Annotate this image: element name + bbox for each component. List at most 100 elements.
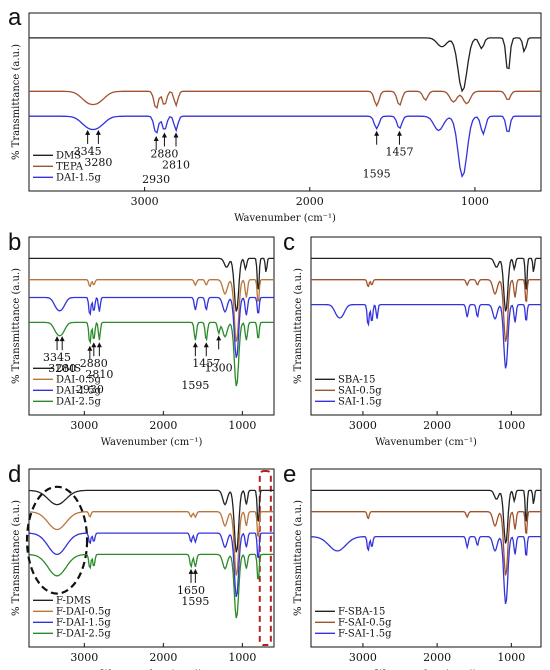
- annotation-arrowhead: [173, 132, 179, 138]
- x-tick-label: 1000: [497, 419, 525, 432]
- annotation-label: 3280: [48, 362, 76, 375]
- series-line-SAI-0.5g: [311, 279, 541, 342]
- legend-label: SAI-1.5g: [338, 396, 382, 407]
- legend-label: SBA-15: [338, 374, 376, 385]
- x-tick-label: 2000: [149, 651, 177, 664]
- annotation-label: 2880: [150, 147, 178, 160]
- annotation-label: 2880: [80, 357, 108, 370]
- annotation-label: 2930: [142, 173, 170, 186]
- x-axis-label: Wavenumber (cm⁻¹): [375, 437, 477, 448]
- plot-frame: [28, 12, 542, 192]
- annotation-arrowhead: [54, 336, 60, 342]
- annotation-arrowhead: [87, 345, 93, 351]
- annotation-label: 1650: [177, 584, 205, 597]
- annotation-label: 1300: [205, 361, 233, 374]
- plot-frame: [310, 468, 542, 648]
- series-line-F-DAI-0.5g: [28, 511, 274, 576]
- x-tick-label: 3000: [70, 651, 98, 664]
- panel-label-b: b: [8, 229, 21, 256]
- annotation-arrowhead: [188, 568, 194, 574]
- annotation-arrowhead: [161, 132, 167, 138]
- annotation-label: 3280: [84, 156, 112, 169]
- x-tick-label: 1000: [228, 651, 256, 664]
- series-line-DAI-1.5g: [29, 296, 274, 358]
- x-tick-label: 2000: [423, 651, 451, 664]
- series-line-DAI-1.5g: [29, 115, 541, 179]
- series-line-DAI-0.5g: [29, 279, 274, 342]
- series-line-SBA-15: [311, 257, 541, 312]
- annotation-label: 3345: [43, 351, 71, 364]
- series-line-DAI-2.5g: [29, 321, 274, 387]
- x-axis-label: Wavenumber (cm⁻¹): [101, 437, 203, 448]
- annotation-arrowhead: [396, 130, 402, 136]
- legend-label: F-SBA-15: [338, 606, 385, 617]
- series-line-TEPA: [29, 90, 541, 109]
- y-axis-label: % Transmittance (a.u.): [11, 44, 22, 160]
- y-axis-label: % Transmittance (a.u.): [293, 268, 304, 384]
- annotation-arrowhead: [85, 129, 91, 135]
- highlight-rect: [258, 470, 272, 646]
- annotation-arrowhead: [59, 336, 65, 342]
- legend-label: DMS: [56, 150, 81, 161]
- x-tick-label: 3000: [349, 419, 377, 432]
- x-tick-label: 2000: [423, 419, 451, 432]
- series-line-DMS: [29, 37, 541, 93]
- legend-label: DAI-0.5g: [56, 374, 101, 385]
- legend-label: SAI-0.5g: [338, 385, 382, 396]
- annotation-label: 1595: [181, 379, 209, 392]
- annotation-label: 2810: [162, 158, 190, 171]
- legend-label: F-SAI-1.5g: [338, 628, 392, 639]
- legend-label: F-DAI-2.5g: [56, 628, 111, 639]
- annotation-arrowhead: [203, 342, 209, 348]
- x-tick-label: 1000: [228, 419, 256, 432]
- annotation-arrowhead: [192, 568, 198, 574]
- legend-label: DAI-1.5g: [56, 385, 101, 396]
- annotation-arrowhead: [216, 335, 222, 341]
- annotation-label: 1457: [385, 146, 413, 159]
- series-line-F-SAI-0.5g: [311, 511, 541, 576]
- annotation-label: 1457: [192, 357, 220, 370]
- panel-c: 3000 2000 1000 Wavenumber (cm⁻¹) % Transmitt…: [293, 236, 542, 448]
- plot-frame: [310, 236, 542, 416]
- y-axis-label: % Transmittance (a.u.): [11, 500, 22, 616]
- annotation-arrowhead: [153, 136, 159, 142]
- legend-label: DAI-2.5g: [56, 396, 101, 407]
- series-line-F-DAI-1.5g: [28, 532, 274, 597]
- y-axis-label: % Transmittance (a.u.): [293, 500, 304, 616]
- panel-label-d: d: [8, 461, 21, 488]
- annotation-arrowhead: [374, 130, 380, 136]
- y-axis-label: % Transmittance (a.u.): [11, 268, 22, 384]
- plot-frame: [28, 236, 275, 416]
- annotation-arrowhead: [95, 129, 101, 135]
- x-tick-label: 3000: [70, 419, 98, 432]
- annotation-arrowhead: [192, 342, 198, 348]
- annotation-label: 1595: [181, 595, 209, 608]
- legend-label: DMS: [56, 363, 81, 374]
- legend-label: F-DAI-1.5g: [56, 617, 111, 628]
- x-tick-label: 3000: [349, 651, 377, 664]
- annotation-label: 3345: [74, 145, 102, 158]
- annotation-label: 2930: [76, 383, 104, 396]
- x-tick-label: 3000: [131, 195, 159, 208]
- annotation-label: 1595: [363, 168, 391, 181]
- legend-label: F-DAI-0.5g: [56, 606, 111, 617]
- x-tick-label: 1000: [497, 651, 525, 664]
- x-tick-label: 1000: [461, 195, 489, 208]
- series-line-F-DMS: [29, 489, 274, 553]
- panel-a: 3000 2000 1000 Wavenumber (cm⁻¹) % Transmitt…: [11, 12, 542, 224]
- highlight-ellipse: [25, 485, 89, 595]
- annotation-label: 2810: [85, 368, 113, 381]
- panel-label-e: e: [283, 461, 296, 488]
- series-line-F-SAI-1.5g: [310, 535, 541, 605]
- legend-label: F-SAI-0.5g: [338, 617, 392, 628]
- legend-label: F-DMS: [56, 595, 91, 606]
- panel-b: 3000 2000 1000 Wavenumber (cm⁻¹) % Transmitt…: [11, 236, 275, 448]
- series-line-F-SBA-15: [311, 489, 541, 544]
- panel-label-a: a: [8, 4, 22, 31]
- x-tick-label: 2000: [296, 195, 324, 208]
- legend-label: TEPA: [56, 161, 84, 172]
- annotation-arrowhead: [91, 342, 97, 348]
